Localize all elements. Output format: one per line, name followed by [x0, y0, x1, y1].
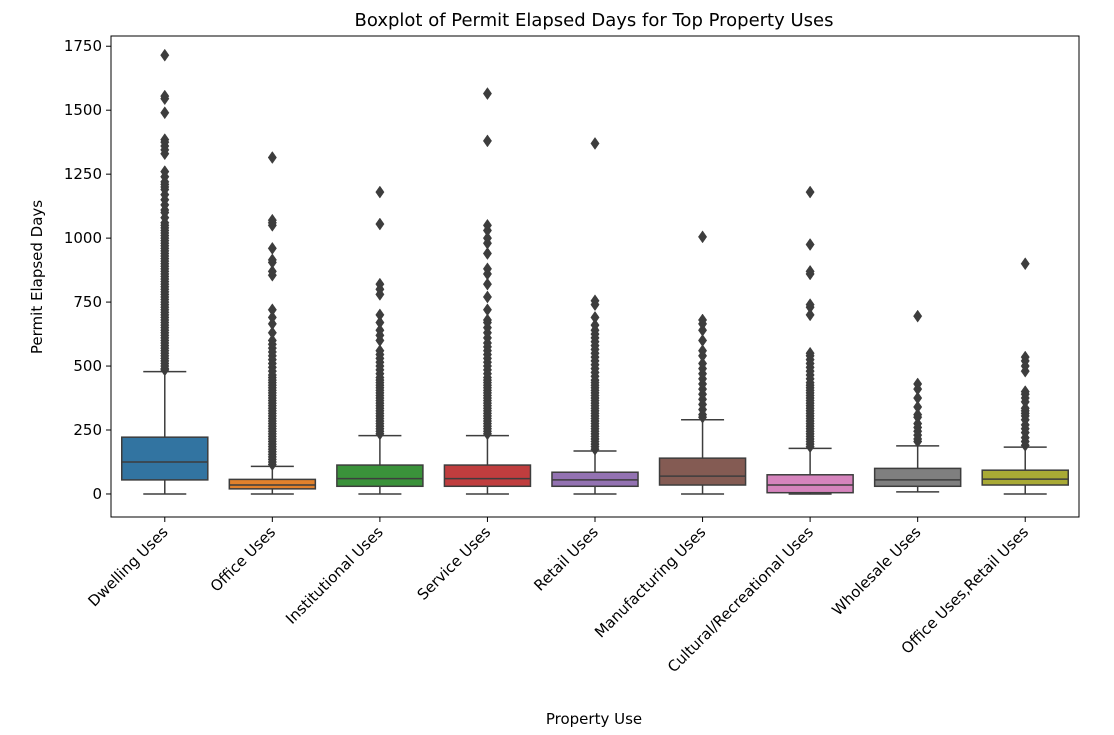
- outlier-point: [698, 334, 708, 347]
- outlier-point: [375, 217, 385, 231]
- outlier-point: [698, 344, 708, 358]
- x-tick-label: Manufacturing Uses: [591, 523, 709, 641]
- iqr-box: [228, 478, 317, 490]
- outlier-point: [375, 185, 385, 199]
- outlier-point: [805, 346, 815, 360]
- outlier-point: [913, 408, 923, 422]
- outlier-point: [482, 218, 492, 232]
- outlier-point: [160, 106, 170, 120]
- outlier-point: [375, 344, 385, 358]
- outlier-point: [805, 264, 815, 278]
- outlier-point: [482, 277, 492, 291]
- outlier-point: [160, 133, 170, 147]
- y-tick-label: 1500: [64, 101, 102, 119]
- outlier-point: [267, 253, 277, 267]
- outlier-point: [267, 326, 277, 340]
- y-axis-label: Permit Elapsed Days: [28, 200, 46, 354]
- y-tick-label: 250: [73, 421, 102, 439]
- outlier-point: [698, 357, 708, 370]
- plot-area: [110, 35, 1080, 518]
- iqr-box: [873, 467, 962, 488]
- outlier-point: [805, 238, 815, 251]
- box-wholesale-uses: [873, 309, 962, 493]
- outlier-point: [160, 48, 170, 62]
- outlier-point: [590, 318, 600, 332]
- y-tick-label: 1250: [64, 165, 102, 183]
- x-tick-label: Retail Uses: [530, 523, 602, 595]
- box-manufacturing-uses: [658, 230, 747, 495]
- outlier-point: [1020, 257, 1030, 271]
- outlier-point: [482, 87, 492, 101]
- y-tick-label: 0: [92, 485, 102, 503]
- outlier-point: [267, 213, 277, 227]
- box-dwelling-uses: [121, 48, 209, 495]
- outlier-point: [160, 165, 170, 179]
- y-tick-label: 1000: [64, 229, 102, 247]
- outlier-point: [805, 298, 815, 312]
- outlier-point: [267, 151, 277, 164]
- outlier-point: [1020, 385, 1030, 399]
- x-axis-label: Property Use: [546, 710, 642, 728]
- outlier-point: [590, 311, 600, 324]
- outlier-point: [482, 262, 492, 276]
- y-tick-label: 500: [73, 357, 102, 375]
- outlier-point: [805, 185, 815, 199]
- outlier-point: [375, 323, 385, 337]
- iqr-box: [658, 457, 747, 486]
- outlier-point: [1020, 350, 1030, 364]
- outlier-point: [482, 303, 492, 317]
- x-tick-label: Office Uses: [207, 523, 280, 596]
- y-tick-label: 1750: [64, 37, 102, 55]
- outlier-point: [160, 89, 170, 103]
- outlier-point: [913, 391, 923, 405]
- outlier-point: [267, 241, 277, 255]
- outlier-point: [590, 137, 600, 150]
- box-cultural-recreational-uses: [766, 185, 854, 495]
- x-tick-label: Service Uses: [414, 523, 495, 604]
- iqr-box: [766, 474, 854, 494]
- outlier-point: [805, 308, 815, 322]
- x-tick-label: Institutional Uses: [282, 523, 387, 628]
- outlier-point: [482, 313, 492, 327]
- outlier-point: [267, 303, 277, 317]
- outlier-point: [698, 230, 708, 244]
- x-tick-label: Office Uses,Retail Uses: [898, 523, 1033, 658]
- iqr-box: [981, 469, 1069, 486]
- outlier-point: [913, 400, 923, 414]
- x-tick-label: Wholesale Uses: [828, 523, 924, 619]
- outlier-point: [267, 311, 277, 324]
- iqr-box: [121, 436, 209, 481]
- iqr-box: [336, 464, 424, 488]
- box-institutional-uses: [336, 185, 424, 495]
- y-axis: 0 250 500 750 1000 1250 1500 1750: [64, 37, 111, 503]
- iqr-box: [443, 464, 532, 488]
- box-service-uses: [443, 87, 532, 495]
- outlier-point: [482, 247, 492, 260]
- outlier-point: [375, 316, 385, 329]
- box-office-uses-retail-uses: [981, 257, 1069, 495]
- outlier-point: [482, 290, 492, 304]
- outlier-point: [267, 264, 277, 278]
- outlier-point: [267, 334, 277, 347]
- outlier-point: [482, 134, 492, 148]
- box-office-uses: [228, 151, 317, 495]
- chart-title: Boxplot of Permit Elapsed Days for Top P…: [355, 10, 834, 31]
- outlier-point: [913, 377, 923, 391]
- y-tick-label: 750: [73, 293, 102, 311]
- outlier-point: [375, 277, 385, 291]
- outlier-point: [482, 231, 492, 245]
- outlier-point: [913, 309, 923, 323]
- outlier-point: [590, 294, 600, 308]
- x-axis: Dwelling Uses Office Uses Institutional Us…: [84, 517, 1032, 676]
- outlier-point: [698, 313, 708, 327]
- box-retail-uses: [551, 137, 639, 495]
- x-tick-label: Dwelling Uses: [84, 523, 171, 610]
- outlier-point: [375, 308, 385, 322]
